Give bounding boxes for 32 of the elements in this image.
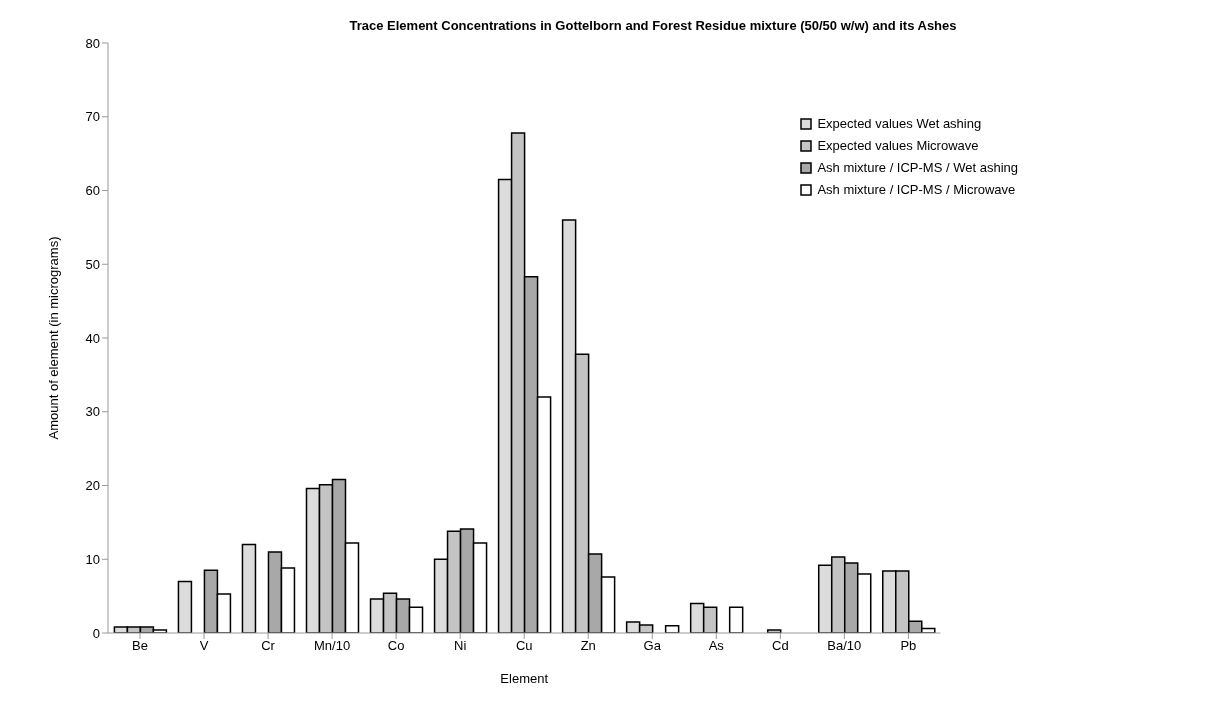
x-axis-title: Element — [500, 671, 549, 686]
bar — [728, 606, 744, 633]
y-tick-label: 40 — [85, 330, 100, 346]
x-tick-label: Cr — [261, 638, 276, 654]
y-tick-label: 70 — [85, 109, 100, 125]
y-tick-label: 20 — [85, 478, 100, 494]
x-tick-label: Cd — [772, 638, 789, 654]
legend-label: Expected values Microwave — [817, 137, 979, 155]
y-tick-label: 60 — [85, 183, 100, 199]
x-tick-label: Zn — [580, 638, 596, 654]
x-tick-label: Pb — [900, 638, 917, 654]
legend-label: Ash mixture / ICP-MS / Wet ashing — [817, 159, 1018, 177]
x-tick-label: Co — [387, 638, 405, 654]
y-tick-label: 10 — [85, 551, 100, 567]
y-axis-title: Amount of element (in micrograms) — [45, 236, 61, 440]
x-tick-label: V — [199, 638, 209, 654]
x-tick-label: Cu — [515, 638, 533, 654]
x-tick-label: Ni — [454, 638, 467, 654]
x-tick-label: Mn/10 — [314, 638, 351, 654]
x-tick-label: Ga — [643, 638, 662, 654]
chart-title: Trace Element Concentrations in Gottelborn and Forest Residue mixture (50/50 w/w) and its Ashes — [348, 17, 958, 33]
y-tick-label: 30 — [85, 404, 100, 420]
x-tick-label: As — [708, 638, 725, 654]
bar — [241, 543, 257, 633]
y-tick-label: 50 — [85, 256, 100, 272]
x-tick-label: Be — [132, 638, 148, 654]
bar — [177, 580, 193, 633]
y-tick-label: 80 — [85, 35, 100, 51]
y-tick-label: 0 — [92, 625, 100, 641]
legend-label: Expected values Wet ashing — [817, 115, 982, 133]
legend-label: Ash mixture / ICP-MS / Microwave — [817, 181, 1016, 199]
x-tick-label: Ba/10 — [827, 638, 862, 654]
